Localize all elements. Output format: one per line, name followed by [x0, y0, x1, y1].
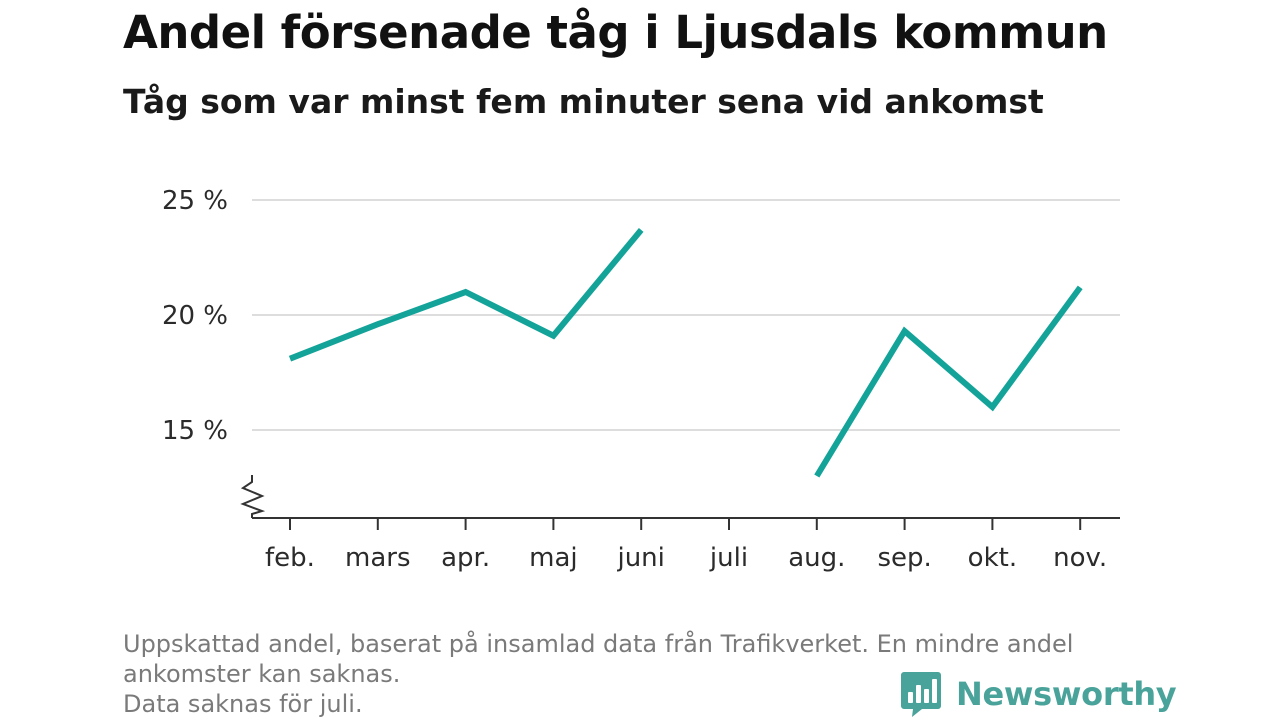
x-tick-label: maj: [529, 543, 577, 573]
x-tick-label: nov.: [1053, 543, 1107, 573]
x-tick-label: juli: [709, 543, 748, 573]
x-tick-label: juni: [616, 543, 664, 573]
brand-logo: Newsworthy: [900, 670, 1177, 718]
x-tick-label: apr.: [441, 543, 490, 573]
y-axis-break-marker: [240, 475, 266, 518]
y-tick-label: 20 %: [162, 301, 228, 331]
y-axis-tick-labels: 15 % 20 % 25 %: [162, 186, 228, 446]
x-axis-tick-labels: feb. mars apr. maj juni juli aug. sep. okt. nov.: [265, 543, 1107, 573]
x-tick-label: mars: [345, 543, 411, 573]
x-tick-label: feb.: [265, 543, 315, 573]
chart-title: Andel försenade tåg i Ljusdals kommun: [123, 6, 1108, 59]
gridlines: [252, 199, 1120, 431]
x-tick-label: sep.: [877, 543, 931, 573]
chart-subtitle: Tåg som var minst fem minuter sena vid a…: [123, 82, 1044, 121]
series-line-segment: [814, 285, 1083, 478]
footnote: Uppskattad andel, baserat på insamlad da…: [123, 629, 1163, 719]
footnote-line: Uppskattad andel, baserat på insamlad da…: [123, 630, 1074, 658]
newsworthy-logo-icon: [901, 672, 941, 717]
series-line-segment: [288, 227, 644, 362]
footnote-line: ankomster kan saknas.: [123, 660, 401, 688]
y-tick-label: 15 %: [162, 416, 228, 446]
series-lines: [288, 227, 1083, 478]
y-tick-label: 25 %: [162, 186, 228, 216]
brand-name: Newsworthy: [956, 675, 1177, 713]
x-axis: [240, 475, 1120, 530]
x-tick-label: okt.: [968, 543, 1017, 573]
x-tick-label: aug.: [788, 543, 845, 573]
footnote-line: Data saknas för juli.: [123, 690, 363, 718]
